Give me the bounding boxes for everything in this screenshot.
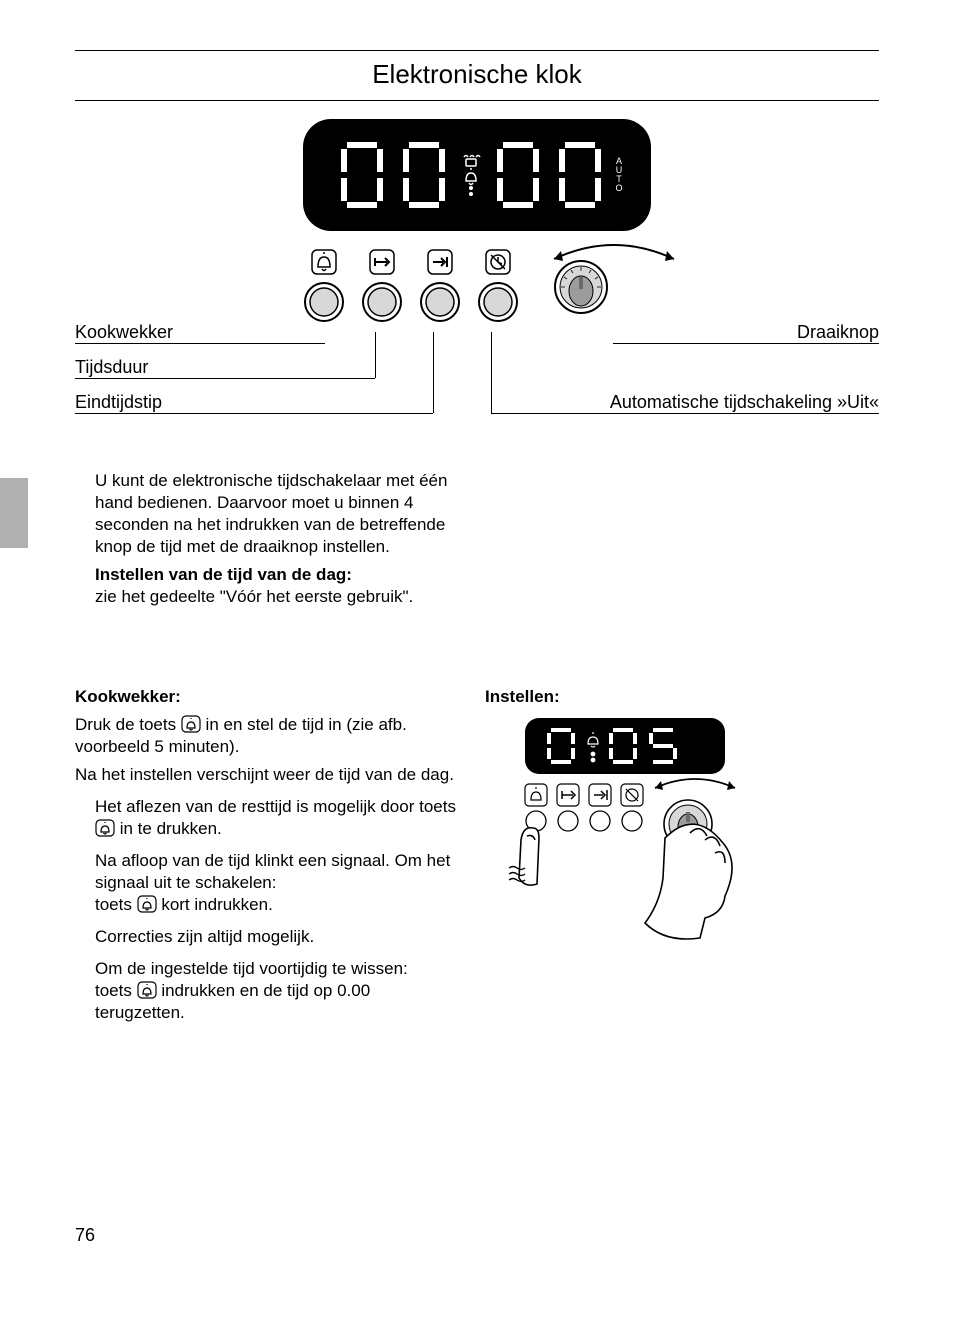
bullet-2: Na afloop van de tijd klinkt een signaal… [95,850,457,916]
duration-button [361,281,403,323]
page-title: Elektronische klok [75,51,879,100]
endtime-icon [425,247,455,277]
digit-1 [337,140,387,210]
ctl-endtime [419,247,461,323]
page-number: 76 [75,1225,95,1246]
intro-block: U kunt de elektronische tijdschakelaar m… [95,470,455,614]
label-tijdsduur: Tijdsduur [75,357,375,379]
bell-icon-inline [95,819,115,837]
bullet-4: Om de ingestelde tijd voortijdig te wiss… [95,958,457,1024]
instellen-heading: Instellen: [485,686,879,708]
ctl-bell [303,247,345,323]
bell-icon [309,247,339,277]
instellen-figure [485,718,785,953]
clock-diagram: AUTO [75,107,879,407]
right-column: Instellen: [477,686,879,1030]
ctl-autooff [477,247,519,323]
intro-h1: Instellen van de tijd van de dag: [95,565,352,584]
leader-autouit-v [491,332,492,413]
bullet-3: Correcties zijn altijd mogelijk. [95,926,457,948]
bell-icon-inline [137,981,157,999]
leader-draaiknop [613,343,669,344]
leader-eindtijdstip [433,332,434,413]
leader-kookwekker [303,343,325,344]
kookwekker-p2: Na het instellen verschijnt weer de tijd… [75,764,457,786]
autooff-button [477,281,519,323]
knob-arrow [549,237,679,267]
auto-label: AUTO [615,157,622,193]
leader-autouit-h [491,413,561,414]
digit-3 [493,140,543,210]
autooff-icon [483,247,513,277]
bullet-1: Het aflezen van de resttijd is mogelijk … [95,796,457,840]
digit-2 [399,140,449,210]
intro-p2: zie het gedeelte "Vóór het eerste gebrui… [95,587,413,606]
label-kookwekker: Kookwekker [75,322,303,344]
bell-icon-inline [181,715,201,733]
left-column: Kookwekker: Druk de toets in en stel de … [75,686,477,1030]
title-rule [75,100,879,101]
bell-button [303,281,345,323]
leader-tijdsduur [375,332,376,378]
label-eindtijdstip: Eindtijdstip [75,392,433,414]
kookwekker-heading: Kookwekker: [75,686,457,708]
label-autouit: Automatische tijdschakeling »Uit« [561,392,879,414]
kookwekker-p1: Druk de toets in en stel de tijd in (zie… [75,714,457,758]
two-column-section: Kookwekker: Druk de toets in en stel de … [75,686,879,1030]
clock-center-icons [457,140,485,210]
endtime-button [419,281,461,323]
bell-icon-inline [137,895,157,913]
intro-p1: U kunt de elektronische tijdschakelaar m… [95,470,455,558]
ctl-duration [361,247,403,323]
clock-display: AUTO [303,119,651,231]
rotary-knob [553,259,609,315]
page-content: Elektronische klok [75,50,879,407]
page-edge-tab [0,478,28,548]
duration-icon [367,247,397,277]
label-draaiknop: Draaiknop [669,322,879,344]
digit-4 [555,140,605,210]
